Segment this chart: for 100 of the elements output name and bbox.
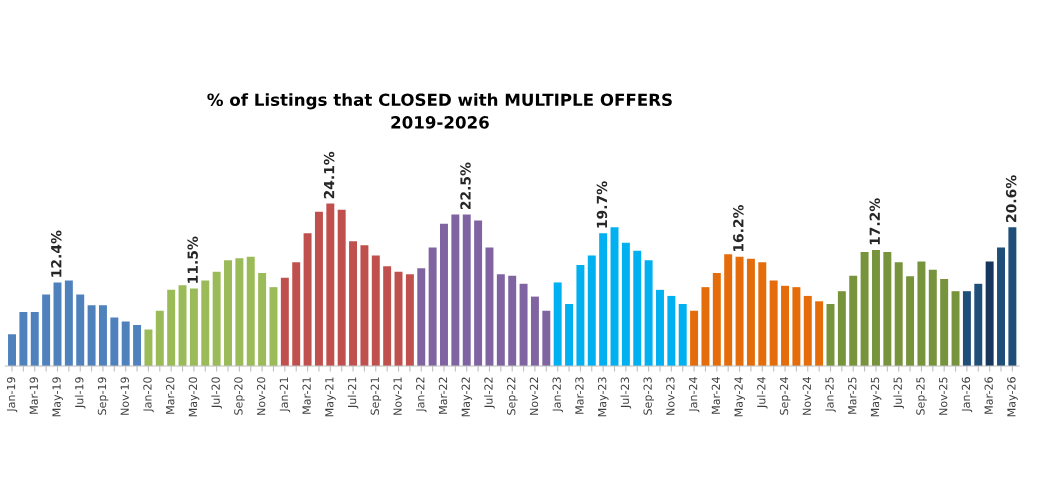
- x-tick-label: Jan-19: [6, 377, 18, 413]
- bar: [701, 287, 710, 366]
- bar: [815, 301, 824, 366]
- x-tick-label: Sep-24: [779, 377, 791, 415]
- x-tick-label: Nov-25: [938, 377, 948, 415]
- bar: [667, 295, 676, 366]
- x-tick-label: Jan-25: [825, 377, 836, 413]
- bar: [462, 214, 471, 366]
- bar: [792, 287, 801, 366]
- bar: [883, 252, 892, 366]
- bar: [894, 262, 903, 366]
- bar: [997, 247, 1005, 366]
- bar: [940, 279, 949, 366]
- bar: [440, 223, 448, 366]
- bar: [803, 295, 812, 366]
- bar: [337, 209, 346, 366]
- x-tick-label: Jul-25: [893, 377, 904, 409]
- bar: [64, 280, 73, 366]
- bar: [530, 296, 539, 366]
- bar: [974, 283, 983, 366]
- x-tick-label: Sep-20: [234, 377, 245, 415]
- data-label: 11.5%: [187, 236, 198, 283]
- x-tick-label: Nov-21: [393, 377, 402, 415]
- bar: [1008, 227, 1017, 366]
- bar: [224, 260, 232, 366]
- bar: [212, 271, 221, 366]
- data-label: 20.6%: [1005, 175, 1017, 222]
- bar: [201, 280, 210, 366]
- bar: [292, 262, 301, 366]
- x-tick-label: Mar-23: [575, 377, 584, 414]
- x-tick-label: Jan-24: [688, 377, 700, 413]
- bar: [42, 294, 51, 366]
- bar: [496, 274, 505, 366]
- bar: [30, 312, 39, 366]
- bar: [155, 310, 164, 366]
- x-tick-label: May-26: [1007, 377, 1018, 417]
- x-tick-label: Jan-23: [552, 377, 563, 413]
- bar: [371, 255, 380, 366]
- bar: [758, 262, 767, 366]
- bar: [258, 273, 267, 366]
- x-tick-label: Jul-23: [620, 377, 632, 409]
- x-tick-label: Nov-20: [256, 377, 266, 415]
- bar: [519, 283, 528, 366]
- x-tick-label: Sep-19: [97, 377, 109, 415]
- bar: [76, 294, 85, 366]
- bar: [144, 329, 153, 366]
- bar: [110, 317, 119, 366]
- bar: [951, 291, 960, 366]
- x-tick-label: May-21: [325, 377, 336, 417]
- bar: [735, 256, 744, 366]
- bar: [917, 261, 926, 366]
- bar: [189, 288, 198, 366]
- x-tick-label: Jul-20: [211, 377, 222, 409]
- bar: [871, 250, 880, 366]
- x-tick-label: Jul-22: [484, 377, 495, 409]
- bar: [246, 256, 255, 366]
- bar: [167, 289, 176, 366]
- bar: [19, 312, 28, 366]
- x-tick-label: Nov-19: [120, 377, 129, 415]
- x-tick-label: Sep-21: [370, 377, 382, 415]
- bar: [133, 324, 142, 366]
- bar: [644, 260, 653, 366]
- bar: [656, 289, 664, 366]
- x-tick-label: Mar-25: [848, 377, 857, 414]
- bar: [235, 258, 244, 366]
- bar: [383, 266, 392, 366]
- x-tick-label: Mar-21: [302, 377, 311, 414]
- bar: [542, 310, 551, 366]
- x-tick-label: Nov-24: [802, 377, 811, 415]
- bar: [280, 277, 289, 366]
- bar: [8, 334, 16, 366]
- x-tick-label: Mar-26: [984, 377, 993, 414]
- bar: [394, 271, 403, 366]
- x-tick-label: Jul-24: [756, 377, 768, 409]
- data-label: 12.4%: [51, 230, 62, 277]
- bar: [326, 203, 335, 366]
- bar: [303, 233, 312, 366]
- x-tick-label: Mar-19: [29, 377, 38, 414]
- bar: [678, 304, 687, 366]
- x-tick-label: Jan-22: [416, 377, 427, 413]
- x-tick-label: Nov-22: [529, 377, 539, 415]
- bar: [712, 273, 721, 366]
- data-label: 22.5%: [460, 162, 471, 210]
- bar: [428, 247, 437, 366]
- data-label: 17.2%: [869, 198, 880, 245]
- bar: [360, 245, 369, 366]
- bar: [781, 285, 789, 366]
- bar: [599, 233, 608, 366]
- x-tick-label: Jul-19: [74, 377, 86, 409]
- bar: [474, 220, 483, 366]
- bar: [860, 252, 869, 366]
- bar: [906, 276, 915, 366]
- x-tick-label: Mar-22: [438, 377, 448, 414]
- bar: [724, 254, 733, 366]
- data-label: 24.1%: [323, 151, 335, 199]
- x-tick-label: Sep-25: [916, 377, 927, 415]
- bar: [508, 275, 517, 366]
- bar: [621, 242, 630, 366]
- x-tick-label: Sep-22: [507, 377, 518, 415]
- bar: [633, 250, 642, 366]
